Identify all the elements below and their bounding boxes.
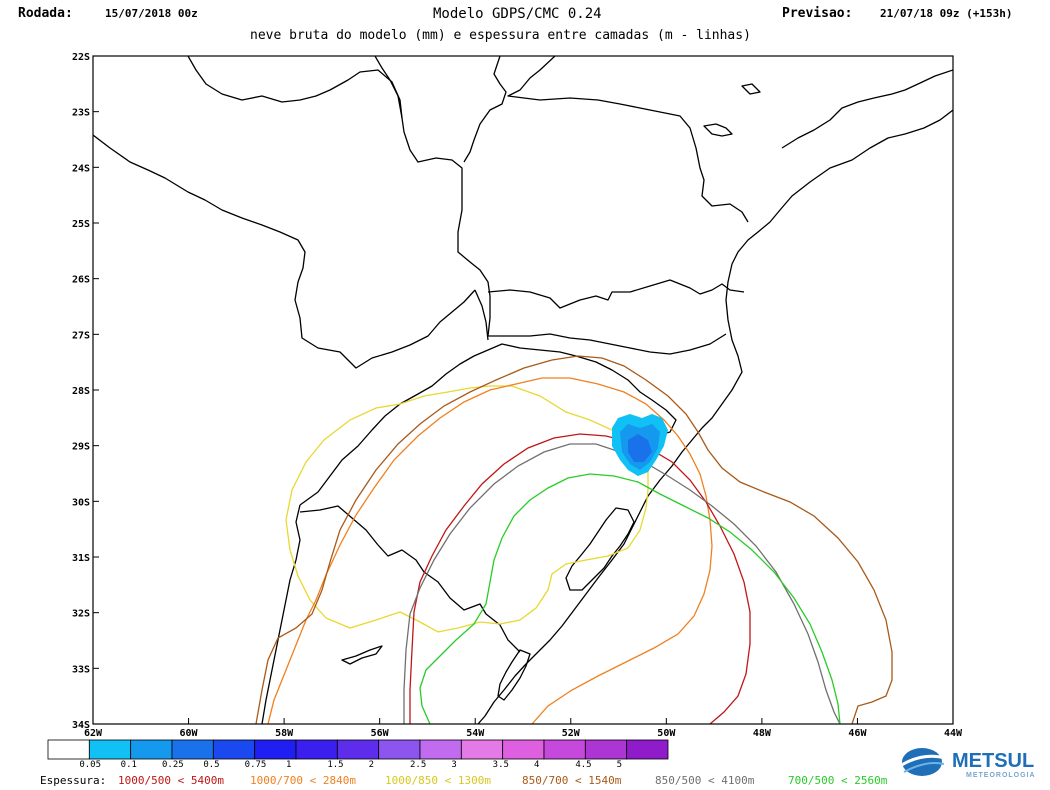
contour-1000-850 (285, 385, 649, 633)
metsul-logo-text: METSUL (952, 750, 1035, 772)
contour-850-500 (403, 443, 841, 724)
latitude-axis: 22S 23S 24S 25S 26S 27S 28S 29S 30S 31S 32S 33S 34S (72, 52, 99, 731)
lon-label: 50W (657, 728, 676, 739)
lat-label: 31S (72, 553, 90, 564)
boundary-santa-catarina (488, 333, 727, 355)
lon-label: 48W (753, 728, 772, 739)
political-boundaries (93, 56, 953, 724)
colorbar-label: 2.5 (410, 760, 427, 770)
legend-label: Espessura: (40, 774, 107, 787)
lat-label: 33S (72, 664, 90, 675)
legend-item-850-500: 850/500 < 4100m (655, 774, 755, 787)
legend-item-850-700: 850/700 < 1540m (522, 774, 622, 787)
legend-item-1000-700: 1000/700 < 2840m (250, 774, 356, 787)
lat-label: 26S (72, 275, 90, 286)
colorbar-label: 1.5 (327, 760, 344, 770)
rio-da-prata-shore (341, 645, 383, 665)
lon-label: 58W (275, 728, 294, 739)
lon-label: 52W (562, 728, 581, 739)
lat-label: 23S (72, 108, 90, 119)
boundary-sao-paulo (507, 56, 749, 223)
colorbar-label: 1 (286, 760, 292, 770)
lat-label: 22S (72, 52, 90, 63)
colorbar-label: 3 (451, 760, 457, 770)
map-area (93, 56, 953, 724)
coastline-sao-paulo (781, 69, 953, 149)
model-title: Modelo GDPS/CMC 0.24 (433, 6, 602, 22)
contour-700-500 (419, 473, 841, 724)
lat-label: 24S (72, 163, 90, 174)
lon-label: 56W (371, 728, 390, 739)
metsul-logo-globe-icon (899, 748, 947, 776)
island-2 (741, 83, 761, 95)
previsao-value: 21/07/18 09z (+153h) (880, 7, 1013, 20)
boundary-brazil-uruguay (299, 505, 521, 653)
legend-item-700-500: 700/500 < 2560m (788, 774, 888, 787)
boundary-uruguay-river (299, 343, 677, 506)
lat-label: 30S (72, 497, 90, 508)
lon-label: 54W (466, 728, 485, 739)
lagoa-dos-patos (565, 507, 635, 591)
rodada-value: 15/07/2018 00z (105, 7, 198, 20)
lat-label: 32S (72, 609, 90, 620)
legend-item-1000-500: 1000/500 < 5400m (118, 774, 224, 787)
lon-label: 62W (84, 728, 103, 739)
boundary-parana (487, 279, 745, 309)
snow-field (612, 414, 668, 476)
boundary-mato-grosso-sul (463, 56, 507, 163)
colorbar-label: 4.5 (575, 760, 592, 770)
legend-item-1000-850: 1000/850 < 1300m (385, 774, 491, 787)
lat-label: 28S (72, 386, 90, 397)
boundary-paraguay-north (187, 56, 491, 337)
colorbar-label: 0.5 (203, 760, 220, 770)
lagoa-mirim (497, 649, 531, 701)
lat-label: 29S (72, 442, 90, 453)
coastline-brazil (477, 109, 953, 724)
thickness-contours (255, 355, 893, 724)
lon-label: 46W (848, 728, 867, 739)
boundary-argentina-uruguay (261, 504, 301, 724)
colorbar-label: 0.75 (244, 760, 267, 770)
rodada-label: Rodada: (18, 6, 73, 21)
boundary-paraguay-river (374, 56, 403, 119)
contour-1000-500 (409, 433, 751, 724)
contour-1000-700 (267, 377, 713, 724)
lon-label: 44W (944, 728, 963, 739)
boundary-bolivia-paraguay (93, 134, 476, 369)
colorbar-label: 3.5 (492, 760, 509, 770)
contour-850-700 (255, 355, 893, 724)
colorbar-label: 0.25 (162, 760, 184, 770)
longitude-axis: 62W 60W 58W 56W 54W 52W 50W 48W 46W 44W (84, 718, 963, 739)
lat-label: 34S (72, 720, 90, 731)
colorbar-label: 0.1 (120, 760, 137, 770)
lat-label: 25S (72, 219, 90, 230)
colorbar-label: 5 (616, 760, 623, 770)
colorbar-label: 0.05 (79, 760, 102, 770)
island-1 (703, 123, 733, 137)
lat-label: 27S (72, 330, 90, 341)
lon-label: 60W (180, 728, 199, 739)
boundary-argentina-paraguay (474, 289, 489, 341)
map-subtitle: neve bruta do modelo (mm) e espessura en… (250, 28, 751, 43)
previsao-label: Previsao: (782, 6, 853, 21)
colorbar-label: 2 (368, 760, 375, 770)
colorbar-label: 4 (534, 760, 540, 770)
snow-level-0.5 (628, 434, 652, 462)
metsul-logo-tagline: METEOROLOGIA (966, 772, 1036, 779)
